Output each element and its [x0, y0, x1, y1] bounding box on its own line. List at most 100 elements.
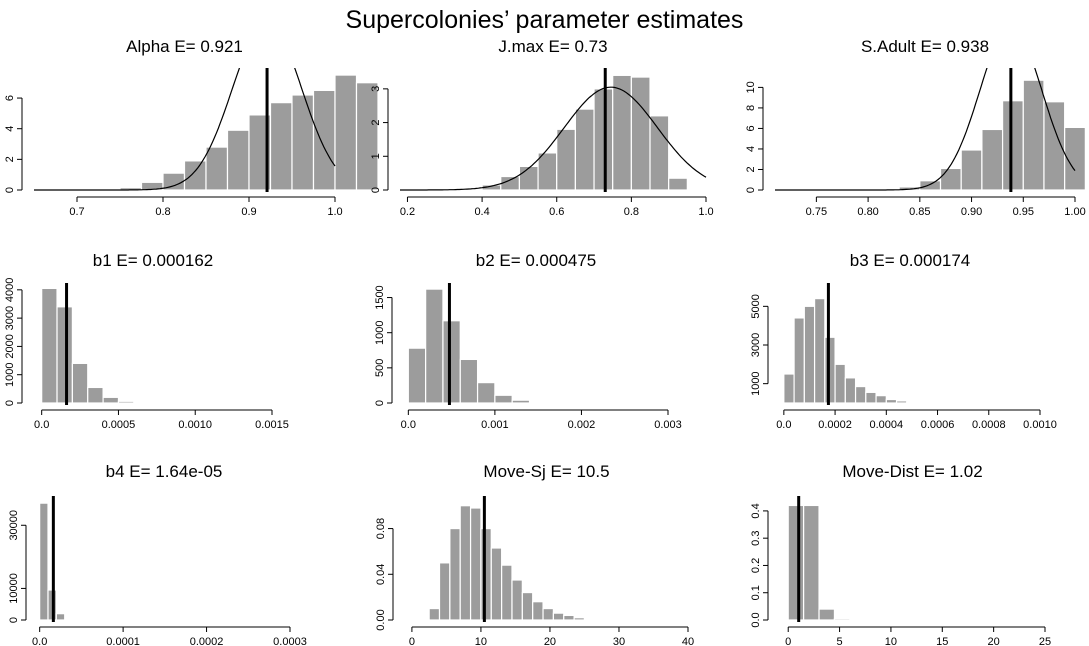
x-tick-label: 0.90 [961, 206, 982, 218]
y-tick-label: 1000 [374, 320, 386, 344]
histogram-bar [117, 400, 135, 404]
histogram-bar [552, 612, 565, 621]
histogram-bar [428, 607, 441, 621]
histogram-bar [865, 391, 877, 404]
x-tick-label: 0.002 [568, 419, 596, 431]
histogram-bar [833, 618, 851, 621]
histogram-bar [574, 108, 595, 191]
x-tick-label: 0.8 [624, 206, 639, 218]
histogram-bar [480, 527, 492, 621]
panel-4: b1 E= 0.000162 0.0 0.0005 0.0010 0.0015 0 1000… [4, 251, 289, 431]
histogram-bar [1064, 126, 1086, 191]
x-tick-label: 0 [409, 636, 415, 646]
x-tick-label: 20 [544, 636, 556, 646]
x-tick-label: 40 [682, 636, 694, 646]
y-tick-label: 3000 [750, 333, 762, 357]
histogram-bar [459, 505, 472, 621]
histogram-bar [818, 608, 836, 621]
histogram-bar [71, 362, 89, 404]
histogram-bar [583, 618, 596, 621]
figure-title: Supercolonies’ parameter estimates [345, 6, 744, 34]
y-tick-label: 0.00 [375, 609, 387, 630]
histogram-bar [102, 396, 120, 404]
histogram-bar [532, 601, 544, 621]
x-tick-label: 0.0001 [106, 636, 140, 646]
histogram-bar [885, 398, 898, 404]
histogram-bar [875, 395, 887, 404]
histogram-bar [355, 82, 379, 191]
y-tick-label: 0 [745, 187, 757, 193]
x-tick-label: 0.0015 [255, 419, 289, 431]
histogram-bar [668, 177, 688, 191]
x-tick-label: 0.0 [776, 419, 791, 431]
x-tick-label: 0.0 [401, 419, 416, 431]
histogram-bar [87, 386, 104, 404]
y-tick-label: 30000 [8, 510, 20, 541]
y-tick-label: 0.04 [375, 564, 387, 585]
y-tick-label: 6 [4, 95, 16, 101]
histogram-bar [542, 607, 555, 621]
x-tick-label: 10 [475, 636, 487, 646]
panel-title: b2 E= 0.000475 [476, 251, 597, 270]
histogram-bar [511, 399, 531, 404]
y-tick-label: 2 [4, 156, 16, 162]
histogram-bar [793, 317, 805, 404]
histogram-bar [511, 579, 523, 621]
y-tick-label: 0 [370, 187, 382, 193]
x-tick-label: 1.00 [1064, 206, 1085, 218]
y-tick-label: 10000 [8, 573, 20, 604]
x-tick-label: 0.0002 [818, 419, 852, 431]
x-tick-label: 0.0008 [972, 419, 1006, 431]
histogram-bar [425, 288, 444, 404]
histogram-bar [563, 614, 575, 621]
histogram-bar [226, 129, 250, 191]
histogram-bar [490, 547, 503, 621]
histogram-bar [593, 88, 614, 191]
y-tick-label: 10 [745, 81, 757, 93]
x-tick-label: 30 [613, 636, 625, 646]
histogram-bar [906, 401, 918, 404]
panel-3: S.Adult E= 0.938 0.75 0.80 0.85 0.90 0.95 1.00… [745, 37, 1086, 218]
y-tick-label: 0 [4, 187, 16, 193]
x-tick-label: 0.80 [857, 206, 878, 218]
histogram-bar [41, 287, 58, 404]
histogram-bar [312, 89, 336, 191]
x-tick-label: 0 [785, 636, 791, 646]
x-tick-label: 15 [936, 636, 948, 646]
y-tick-label: 1000 [750, 371, 762, 395]
x-tick-label: 1.0 [327, 206, 342, 218]
y-tick-label: 2 [745, 166, 757, 172]
y-tick-label: 4000 [4, 278, 16, 302]
panel-title: S.Adult E= 0.938 [861, 37, 989, 56]
x-tick-label: 1.0 [698, 206, 713, 218]
histogram-bar [630, 76, 651, 191]
histogram-bar [56, 306, 73, 404]
histogram-bar [334, 74, 358, 191]
y-tick-label: 0.4 [750, 503, 762, 518]
panel-6: b3 E= 0.000174 0.0 0.0002 0.0004 0.0006 0.000… [750, 251, 1057, 431]
histogram-bar [537, 152, 558, 191]
histogram-bar [649, 115, 670, 191]
y-tick-label: 0.2 [750, 558, 762, 573]
histogram-bar [269, 102, 293, 191]
y-tick-label: 0 [4, 400, 16, 406]
y-tick-label: 2000 [4, 334, 16, 358]
y-tick-label: 3000 [4, 306, 16, 330]
y-tick-label: 0 [8, 617, 20, 623]
histogram-bar [803, 504, 820, 621]
y-tick-label: 0.08 [375, 518, 387, 539]
x-tick-label: 10 [885, 636, 897, 646]
x-tick-label: 0.95 [1013, 206, 1034, 218]
x-tick-label: 0.9 [241, 206, 256, 218]
y-tick-label: 1500 [374, 285, 386, 309]
y-tick-label: 0.0 [750, 612, 762, 627]
x-tick-label: 0.0010 [178, 419, 212, 431]
histogram-bar [1022, 79, 1045, 191]
panel-title: J.max E= 0.73 [498, 37, 607, 56]
histogram-bar [39, 502, 49, 621]
x-tick-label: 0.0004 [869, 419, 903, 431]
histogram-bar [205, 146, 229, 191]
histogram-bar [407, 347, 427, 404]
histogram-bar [521, 591, 534, 621]
